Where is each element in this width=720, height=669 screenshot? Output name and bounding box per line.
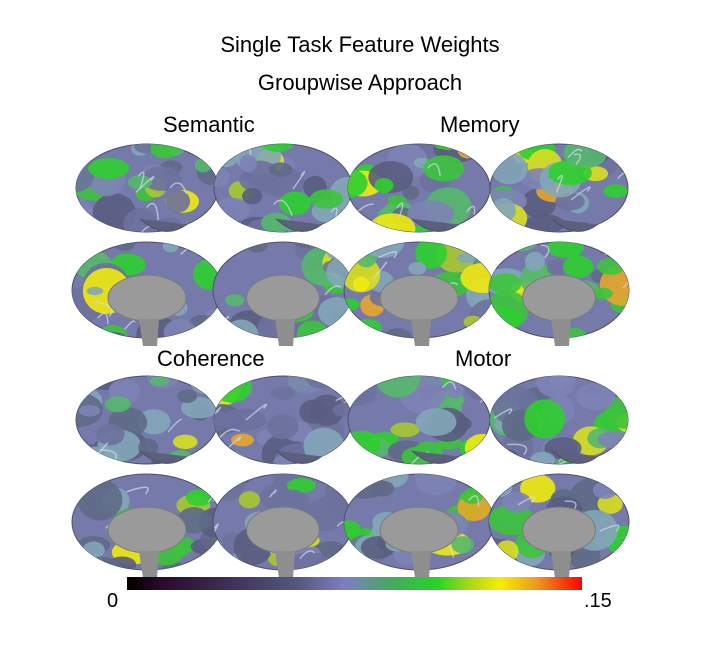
lateral-brain-view	[75, 375, 219, 465]
medial-brain-view	[488, 473, 630, 578]
lateral-brain-view	[489, 375, 629, 465]
medial-brain-view	[488, 241, 630, 346]
colorbar-min-label: 0	[107, 590, 119, 612]
lateral-brain-view	[75, 143, 219, 233]
lateral-brain-view	[213, 375, 353, 465]
figure-subtitle: Groupwise Approach	[257, 70, 463, 95]
lateral-brain-view	[489, 143, 629, 233]
medial-brain-view	[71, 473, 223, 578]
panel-label-motor: Motor	[455, 346, 512, 371]
colorbar	[127, 577, 582, 590]
figure-title: Single Task Feature Weights	[220, 32, 500, 57]
medial-brain-view	[343, 241, 495, 346]
lateral-brain-view	[347, 375, 491, 465]
lateral-brain-view	[213, 143, 353, 233]
lateral-brain-view	[347, 143, 491, 233]
medial-brain-view	[212, 241, 354, 346]
colorbar-max-label: .15	[584, 590, 612, 612]
medial-brain-view	[212, 473, 354, 578]
medial-brain-view	[343, 473, 495, 578]
panel-label-memory: Memory	[440, 112, 520, 137]
panel-label-semantic: Semantic	[163, 112, 255, 137]
panel-label-coherence: Coherence	[157, 346, 265, 371]
